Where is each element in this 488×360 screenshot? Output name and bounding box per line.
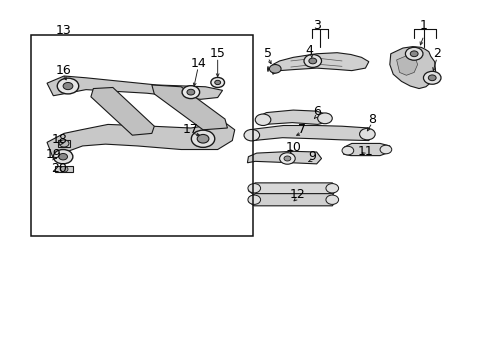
Text: 16: 16: [55, 64, 71, 77]
Text: 2: 2: [432, 47, 440, 60]
Polygon shape: [389, 46, 435, 89]
Circle shape: [423, 71, 440, 84]
Text: 7: 7: [297, 122, 305, 136]
Text: 3: 3: [312, 19, 320, 32]
Circle shape: [325, 184, 338, 193]
Circle shape: [341, 146, 353, 155]
Circle shape: [57, 78, 79, 94]
Polygon shape: [396, 55, 417, 75]
Circle shape: [325, 195, 338, 204]
Polygon shape: [55, 166, 73, 172]
Polygon shape: [248, 194, 336, 206]
Polygon shape: [152, 85, 227, 130]
Polygon shape: [258, 110, 328, 125]
Text: 4: 4: [305, 44, 313, 57]
Text: 10: 10: [285, 140, 301, 153]
Polygon shape: [58, 140, 70, 147]
Circle shape: [63, 82, 73, 90]
Text: 20: 20: [51, 162, 67, 175]
Polygon shape: [272, 53, 368, 74]
Circle shape: [191, 130, 214, 147]
Text: 5: 5: [264, 47, 271, 60]
Text: 15: 15: [209, 47, 225, 60]
Text: 17: 17: [183, 122, 199, 136]
Text: 11: 11: [357, 145, 372, 158]
Circle shape: [182, 86, 199, 99]
Circle shape: [53, 149, 73, 164]
Text: 1: 1: [419, 19, 427, 32]
Text: 19: 19: [45, 148, 61, 161]
Polygon shape: [248, 183, 336, 195]
Bar: [31, 35, 252, 235]
Circle shape: [214, 80, 220, 85]
Circle shape: [247, 184, 260, 193]
Circle shape: [255, 114, 270, 126]
Text: 14: 14: [190, 57, 205, 70]
Circle shape: [379, 145, 391, 154]
Circle shape: [304, 54, 321, 67]
Circle shape: [427, 75, 435, 81]
Polygon shape: [247, 151, 321, 164]
Text: 9: 9: [307, 150, 315, 163]
Circle shape: [59, 140, 69, 147]
Circle shape: [186, 89, 194, 95]
Circle shape: [409, 51, 417, 57]
Circle shape: [244, 130, 259, 141]
Circle shape: [284, 156, 290, 161]
Polygon shape: [343, 143, 389, 156]
Circle shape: [405, 47, 422, 60]
Circle shape: [210, 77, 224, 87]
Circle shape: [59, 153, 67, 160]
Text: 6: 6: [312, 105, 320, 118]
Polygon shape: [247, 126, 370, 140]
Circle shape: [60, 166, 68, 172]
Text: 8: 8: [367, 113, 375, 126]
Circle shape: [197, 134, 208, 143]
Circle shape: [317, 113, 331, 124]
Circle shape: [359, 129, 374, 140]
Polygon shape: [47, 76, 222, 99]
Polygon shape: [91, 87, 154, 135]
Circle shape: [247, 195, 260, 204]
Text: 12: 12: [289, 188, 305, 201]
Text: 13: 13: [55, 24, 71, 37]
Polygon shape: [47, 123, 234, 158]
Circle shape: [269, 64, 281, 73]
Text: 18: 18: [51, 133, 67, 146]
Circle shape: [308, 58, 316, 64]
Circle shape: [279, 153, 295, 164]
